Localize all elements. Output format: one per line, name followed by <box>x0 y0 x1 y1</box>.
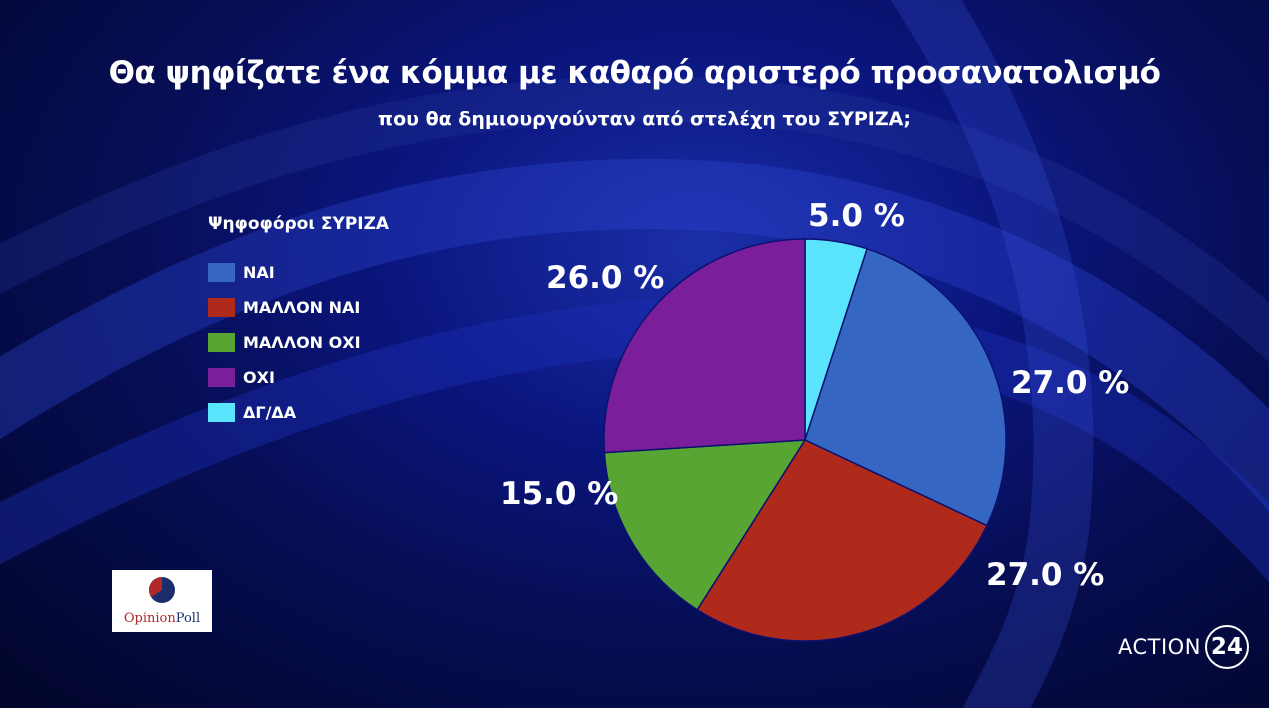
legend-swatch <box>208 333 235 352</box>
opinion-poll-circle-icon <box>148 576 175 603</box>
legend-label: ΟΧΙ <box>243 368 275 387</box>
opinion-poll-text-2: Poll <box>175 611 201 626</box>
chart-subtitle: που θα δημιουργούνταν από στελέχη του ΣΥ… <box>378 108 911 130</box>
legend-swatch <box>208 403 235 422</box>
legend-label: ΝΑΙ <box>243 263 275 282</box>
opinion-poll-text-1: Opinion <box>123 611 176 626</box>
legend-item: ΜΑΛΛΟΝ ΝΑΙ <box>208 290 389 325</box>
legend-swatch <box>208 368 235 387</box>
legend-item: ΜΑΛΛΟΝ ΟΧΙ <box>208 325 389 360</box>
pie-slice <box>603 439 807 611</box>
data-label: 27.0 % <box>986 557 1105 593</box>
legend-item: ΔΓ/ΔΑ <box>208 395 389 430</box>
legend-label: ΜΑΛΛΟΝ ΝΑΙ <box>243 298 361 317</box>
action24-number: 24 <box>1204 625 1249 669</box>
data-label: 27.0 % <box>1011 365 1130 401</box>
pie-slice <box>696 439 988 642</box>
action24-word: ACTION <box>1118 635 1201 659</box>
legend-item: ΟΧΙ <box>208 360 389 395</box>
pie-slice <box>603 238 806 454</box>
data-label: 26.0 % <box>546 260 665 296</box>
data-label: 15.0 % <box>500 476 619 512</box>
data-label: 5.0 % <box>808 198 905 234</box>
chart-title: Θα ψηφίζατε ένα κόμμα με καθαρό αριστερό… <box>108 55 1161 91</box>
action24-logo: ACTION 24 <box>1118 625 1249 669</box>
legend-item: ΝΑΙ <box>208 255 389 290</box>
legend-swatch <box>208 298 235 317</box>
legend: Ψηφοφόροι ΣΥΡΙΖΑ ΝΑΙ ΜΑΛΛΟΝ ΝΑΙ ΜΑΛΛΟΝ Ο… <box>208 214 389 430</box>
opinion-poll-logo: OpinionPoll <box>112 570 212 632</box>
pie-slice <box>804 247 1007 527</box>
legend-label: ΔΓ/ΔΑ <box>243 403 297 422</box>
opinion-poll-wordmark: OpinionPoll <box>112 611 212 626</box>
legend-title: Ψηφοφόροι ΣΥΡΙΖΑ <box>208 214 390 234</box>
legend-swatch <box>208 263 235 282</box>
legend-label: ΜΑΛΛΟΝ ΟΧΙ <box>243 333 361 352</box>
